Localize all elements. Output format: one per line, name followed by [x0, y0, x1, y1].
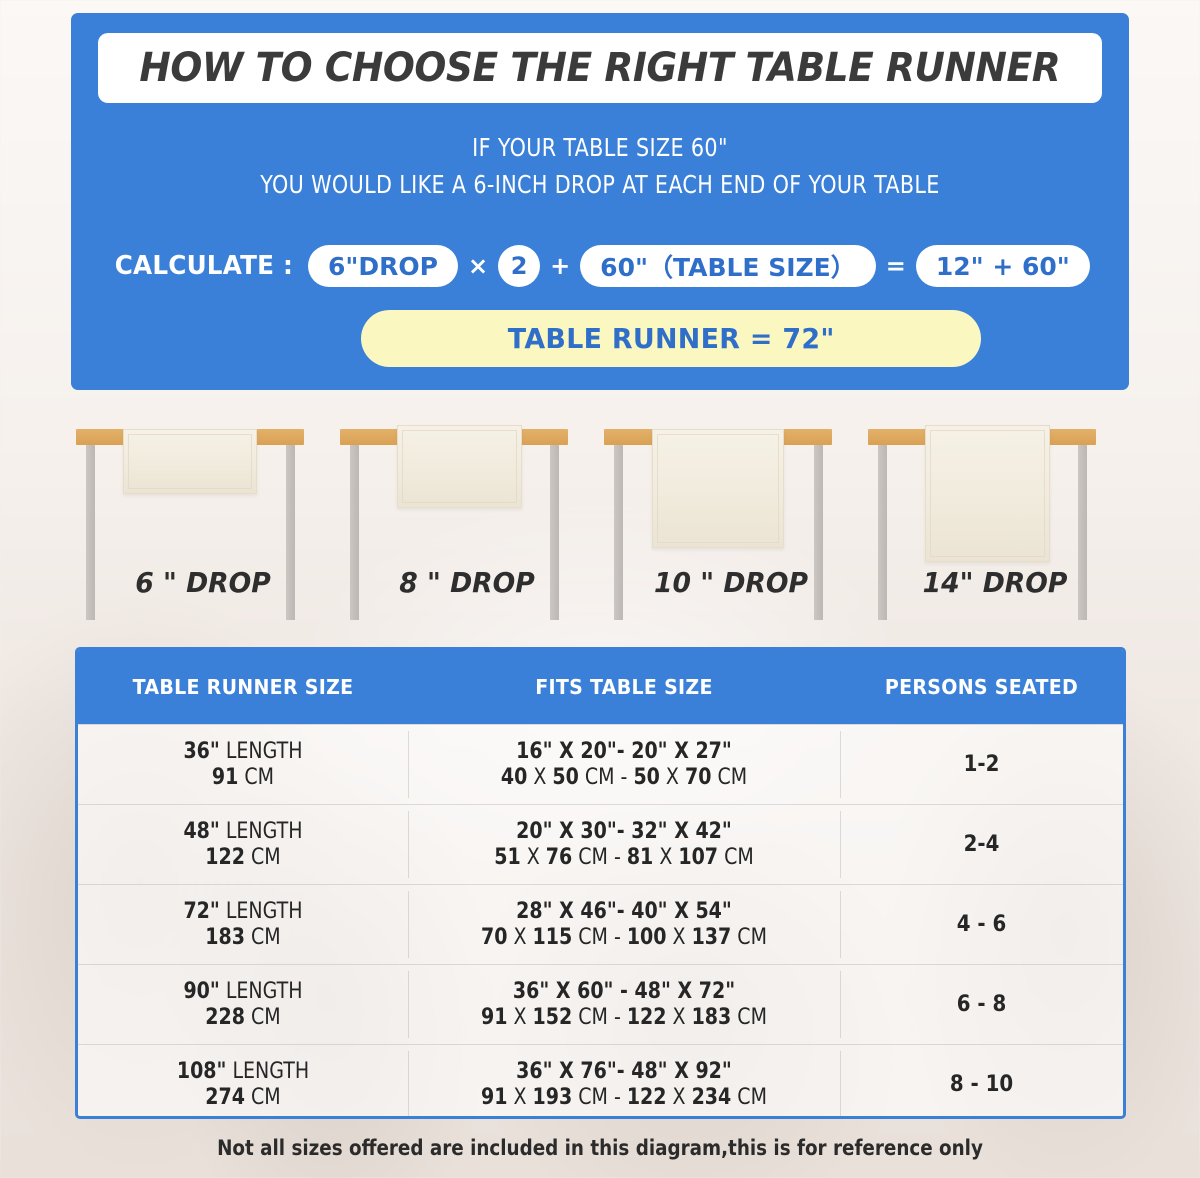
cell-persons-seated: 4 - 6	[956, 912, 1007, 937]
cell-persons-seated: 8 - 10	[949, 1072, 1014, 1097]
multiply-operator: ×	[467, 252, 489, 280]
drop-illustration-3: 14" DROP	[863, 420, 1127, 620]
cell-persons-seated: 1-2	[963, 752, 1000, 777]
title-box: HOW TO CHOOSE THE RIGHT TABLE RUNNER	[98, 33, 1102, 103]
drop-illustration-0: 6 " DROP	[71, 420, 335, 620]
equals-operator: =	[885, 252, 906, 280]
cell-fits-table-size: 20" X 30"- 32" X 42" 51 X 76 CM - 81 X 1…	[494, 818, 754, 870]
table-runner-icon	[397, 425, 522, 508]
subtitle-line-2: YOU WOULD LIKE A 6-INCH DROP AT EACH END…	[260, 170, 940, 199]
cell-fits-table-size: 28" X 46"- 40" X 54" 70 X 115 CM - 100 X…	[481, 898, 767, 950]
cell-runner-size: 108" LENGTH 274 CM	[176, 1058, 310, 1110]
table-row: 108" LENGTH 274 CM 36" X 76"- 48" X 92" …	[78, 1044, 1123, 1116]
drop-label-0: 6 " DROP	[135, 566, 271, 599]
intro-panel: HOW TO CHOOSE THE RIGHT TABLE RUNNER IF …	[71, 13, 1129, 390]
result-text: TABLE RUNNER = 72"	[507, 322, 835, 355]
table-row: 48" LENGTH 122 CM 20" X 30"- 32" X 42" 5…	[78, 804, 1123, 884]
cell-runner-size: 90" LENGTH 228 CM	[183, 978, 303, 1030]
cell-runner-size: 72" LENGTH 183 CM	[183, 898, 303, 950]
subtitle-block: IF YOUR TABLE SIZE 60" YOU WOULD LIKE A …	[71, 129, 1129, 203]
drop-value-pill: 6"DROP	[307, 245, 458, 287]
table-header-row: TABLE RUNNER SIZE FITS TABLE SIZE PERSON…	[78, 650, 1123, 724]
cell-fits-table-size: 16" X 20"- 20" X 27" 40 X 50 CM - 50 X 7…	[500, 738, 748, 790]
table-row: 90" LENGTH 228 CM 36" X 60" - 48" X 72" …	[78, 964, 1123, 1044]
table-leg-right-icon	[286, 445, 295, 620]
table-runner-icon	[123, 429, 257, 494]
column-header-fits-table: FITS TABLE SIZE	[535, 675, 713, 699]
size-reference-table: TABLE RUNNER SIZE FITS TABLE SIZE PERSON…	[75, 647, 1126, 1119]
table-leg-left-icon	[878, 445, 887, 620]
drop-label-2: 10 " DROP	[653, 566, 809, 599]
table-row: 36" LENGTH 91 CM 16" X 20"- 20" X 27" 40…	[78, 724, 1123, 804]
page-title: HOW TO CHOOSE THE RIGHT TABLE RUNNER	[139, 45, 1061, 91]
cell-fits-table-size: 36" X 60" - 48" X 72" 91 X 152 CM - 122 …	[481, 978, 767, 1030]
table-leg-right-icon	[1078, 445, 1087, 620]
table-leg-left-icon	[86, 445, 95, 620]
cell-persons-seated: 2-4	[963, 832, 1000, 857]
drop-label-3: 14" DROP	[922, 566, 1068, 599]
drop-illustration-1: 8 " DROP	[335, 420, 599, 620]
cell-persons-seated: 6 - 8	[956, 992, 1007, 1017]
subtitle-line-1: IF YOUR TABLE SIZE 60"	[472, 133, 728, 162]
drop-illustration-2: 10 " DROP	[599, 420, 863, 620]
column-header-persons: PERSONS SEATED	[884, 675, 1079, 699]
table-runner-icon	[925, 425, 1050, 562]
table-runner-icon	[652, 429, 784, 548]
sum-pill: 12" + 60"	[915, 245, 1090, 287]
table-leg-right-icon	[814, 445, 823, 620]
plus-operator: +	[550, 252, 571, 280]
table-leg-left-icon	[350, 445, 359, 620]
table-leg-left-icon	[614, 445, 623, 620]
cell-runner-size: 36" LENGTH 91 CM	[183, 738, 303, 790]
drop-illustrations: 6 " DROP 8 " DROP 10 " DROP 14" DROP	[71, 420, 1129, 620]
calculate-label: CALCULATE :	[114, 251, 294, 281]
calculation-row: CALCULATE : 6"DROP × 2 + 60"（TABLE SIZE）…	[71, 245, 1129, 287]
multiplier-pill: 2	[498, 245, 541, 287]
cell-fits-table-size: 36" X 76"- 48" X 92" 91 X 193 CM - 122 X…	[481, 1058, 767, 1110]
result-pill: TABLE RUNNER = 72"	[361, 310, 981, 367]
footnote: Not all sizes offered are included in th…	[217, 1136, 983, 1160]
table-row: 72" LENGTH 183 CM 28" X 46"- 40" X 54" 7…	[78, 884, 1123, 964]
column-header-runner-size: TABLE RUNNER SIZE	[132, 675, 354, 699]
cell-runner-size: 48" LENGTH 122 CM	[183, 818, 303, 870]
table-leg-right-icon	[550, 445, 559, 620]
drop-label-1: 8 " DROP	[399, 566, 535, 599]
table-size-pill: 60"（TABLE SIZE）	[580, 245, 876, 287]
